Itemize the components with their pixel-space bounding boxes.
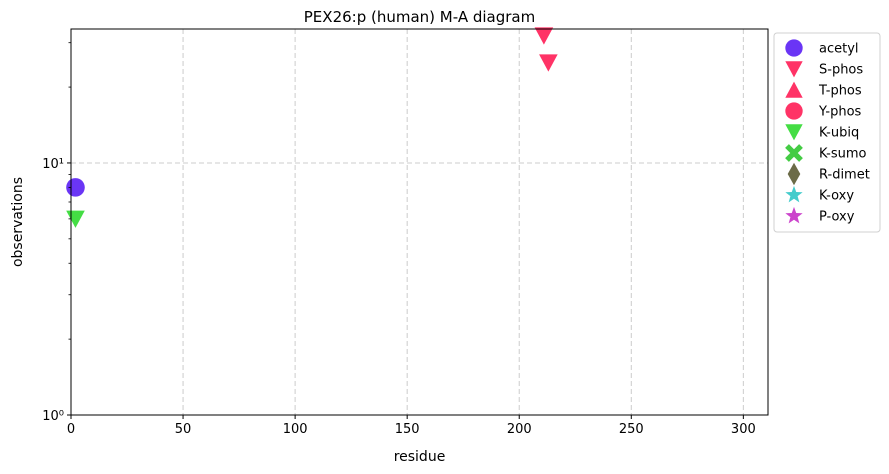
data-point-s-phos xyxy=(539,54,558,72)
grid xyxy=(71,29,768,415)
legend-label: K-sumo xyxy=(819,147,867,162)
x-tick-label: 250 xyxy=(619,422,644,437)
legend-marker-s-phos xyxy=(785,61,803,78)
legend: acetyl S-phos T-phos Y-phos K-ubiq K-sumo R-di… xyxy=(773,32,881,233)
x-tick-label: 200 xyxy=(507,422,532,437)
legend-label: R-dimet xyxy=(819,168,870,183)
legend-marker-k-oxy xyxy=(785,185,803,203)
data-points xyxy=(66,27,558,228)
legend-marker-t-phos xyxy=(785,81,803,98)
x-tick-label: 150 xyxy=(395,422,420,437)
axes: 0 50 100 150 200 250 300 10⁰ 10¹ xyxy=(42,42,756,437)
x-tick-label: 300 xyxy=(731,422,756,437)
legend-marker-k-sumo xyxy=(785,144,803,162)
x-tick-label: 100 xyxy=(283,422,308,437)
chart-title: PEX26:p (human) M-A diagram xyxy=(304,8,535,26)
y-axis-label: observations xyxy=(10,177,26,267)
legend-marker-y-phos xyxy=(785,102,803,120)
legend-label: S-phos xyxy=(819,63,863,78)
plot-area xyxy=(70,28,769,416)
legend-label: acetyl xyxy=(819,42,859,57)
legend-marker-p-oxy xyxy=(785,206,803,224)
x-tick-label: 50 xyxy=(175,422,192,437)
legend-marker-k-ubiq xyxy=(785,124,803,141)
legend-label: P-oxy xyxy=(819,210,855,225)
legend-label: T-phos xyxy=(818,84,862,99)
legend-label: Y-phos xyxy=(818,105,862,120)
legend-marker-acetyl xyxy=(785,39,803,57)
data-point-s-phos xyxy=(534,27,554,45)
legend-marker-r-dimet xyxy=(787,162,801,186)
x-axis-label: residue xyxy=(394,449,446,465)
y-tick-label: 10⁰ xyxy=(42,409,64,424)
legend-label: K-ubiq xyxy=(819,126,859,141)
x-tick-label: 0 xyxy=(67,422,75,437)
legend-box xyxy=(773,32,881,233)
y-tick-label: 10¹ xyxy=(42,157,64,172)
legend-label: K-oxy xyxy=(819,189,854,204)
